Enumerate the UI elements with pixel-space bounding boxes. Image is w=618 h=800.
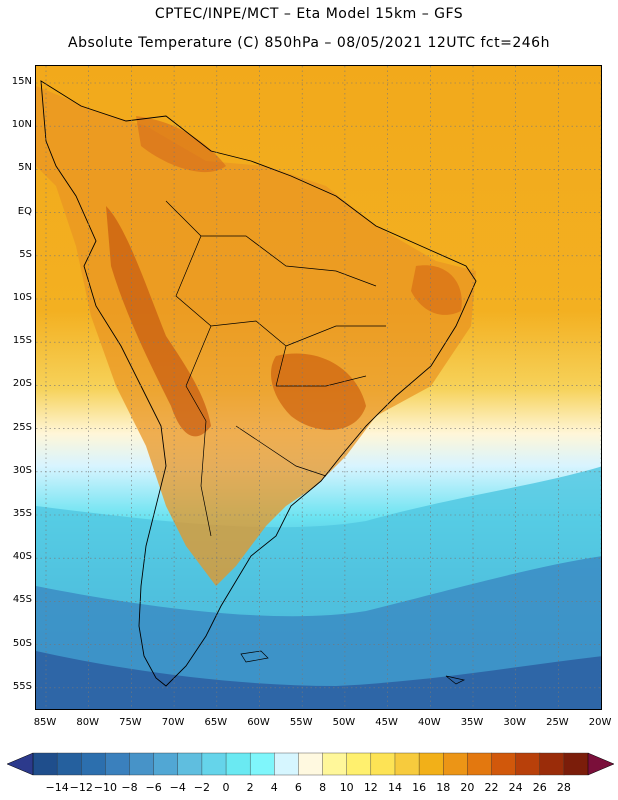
colorbar-cell [56,752,82,776]
colorbar-label: 8 [319,781,327,794]
latitude-label: 25S [12,421,32,433]
hot-central [271,353,366,430]
latitude-label: 35S [12,508,32,519]
colorbar-cell [370,752,396,776]
hot-andes [106,206,211,437]
longitude-label: 50W [332,717,356,728]
longitude-label: 75W [119,717,142,728]
latitude-label: 55S [12,680,32,692]
colorbar-cell [177,752,203,776]
colorbar-cell [32,752,58,776]
latitude-label: 40S [12,551,32,563]
colorbar-cell [467,752,492,776]
colorbar-cell [105,752,131,776]
hot-northwest [136,116,226,173]
longitude-label: 30W [503,717,526,728]
island-georgia [445,675,466,685]
longitude-label: 35W [460,717,484,728]
colorbar-cell [443,752,468,776]
colorbar-label: 6 [294,781,302,794]
longitude-label: 55W [289,717,313,728]
continent-warm [36,86,476,586]
latitude-label: 30S [12,464,32,476]
colorbar-label: 18 [436,781,451,794]
colorbar-cell [81,752,106,776]
colorbar-cell [298,752,324,776]
colorbar-cell [322,752,348,776]
colorbar-label: 2 [246,781,254,794]
colorbar-label: 22 [484,781,499,794]
longitude-label: 80W [76,717,99,728]
colorbar-cell [515,752,541,776]
colorbar-cell [274,752,299,776]
colorbar-label: −12 [69,781,93,794]
colorbar-cell [563,752,589,776]
colorbar-cell [539,752,565,776]
colorbar-label: −6 [145,781,162,794]
colorbar-label: 28 [556,781,571,794]
coldest-band [36,651,601,709]
latitude-label: 15N [11,76,32,87]
colorbar-cell [346,752,372,776]
latitude-label: EQ [17,205,32,217]
colorbar-label: −2 [193,781,211,794]
colorbar-cell [129,752,155,776]
colorbar-label: −14 [45,781,69,794]
colorbar-label: −8 [121,781,138,794]
colorbar-label: −10 [93,781,117,794]
longitude-label: 20W [588,717,612,728]
colorbar-cell [153,752,179,776]
longitude-label: 25W [546,717,569,728]
colorbar-cell [201,752,227,776]
colorbar-label: 24 [508,781,523,794]
latitude-label: 5N [18,162,32,174]
colorbar-cell [491,752,517,776]
colorbar-label: 12 [363,781,378,794]
longitude-label: 40W [417,717,441,728]
colorbar-label: 10 [339,781,354,794]
colorbar-low-arrow [6,752,34,776]
latitude-label: 20S [12,378,32,390]
colorbar-label: 4 [270,781,278,794]
colorbar-cell [418,752,444,776]
temperature-map [35,65,602,710]
gridlines [36,66,601,709]
hot-northeast [411,265,462,315]
longitude-label: 70W [161,717,185,728]
latitude-label: 15S [12,335,32,347]
colorbar-label: −4 [169,781,186,794]
colorbar-cell [249,752,275,776]
longitude-label: 65W [204,717,228,728]
longitude-label: 60W [247,717,270,728]
colorbar-label: 20 [460,781,475,794]
colder-band [36,556,601,709]
colorbar-label: 14 [387,781,402,794]
island-falklands [240,650,269,663]
colorbar-cell [394,752,420,776]
map-subtitle: Absolute Temperature (C) 850hPa – 08/05/… [68,35,550,51]
coastline [40,80,477,687]
latitude-label: 45S [12,594,32,606]
latitude-label: 10N [11,119,32,131]
colorbar-cell [225,752,251,776]
colorbar-label: 16 [412,781,427,794]
colorbar-label: 0 [222,781,230,794]
country-borders [165,200,386,537]
colorbar-label: 26 [532,781,547,794]
latitude-label: 10S [12,292,32,303]
longitude-label: 85W [33,717,57,728]
colorbar [6,752,615,776]
latitude-label: 50S [12,637,32,649]
latitude-label: 5S [19,248,32,260]
colorbar-high-arrow [587,752,615,776]
longitude-label: 45W [375,717,398,728]
map-title: CPTEC/INPE/MCT – Eta Model 15km – GFS [154,6,464,22]
